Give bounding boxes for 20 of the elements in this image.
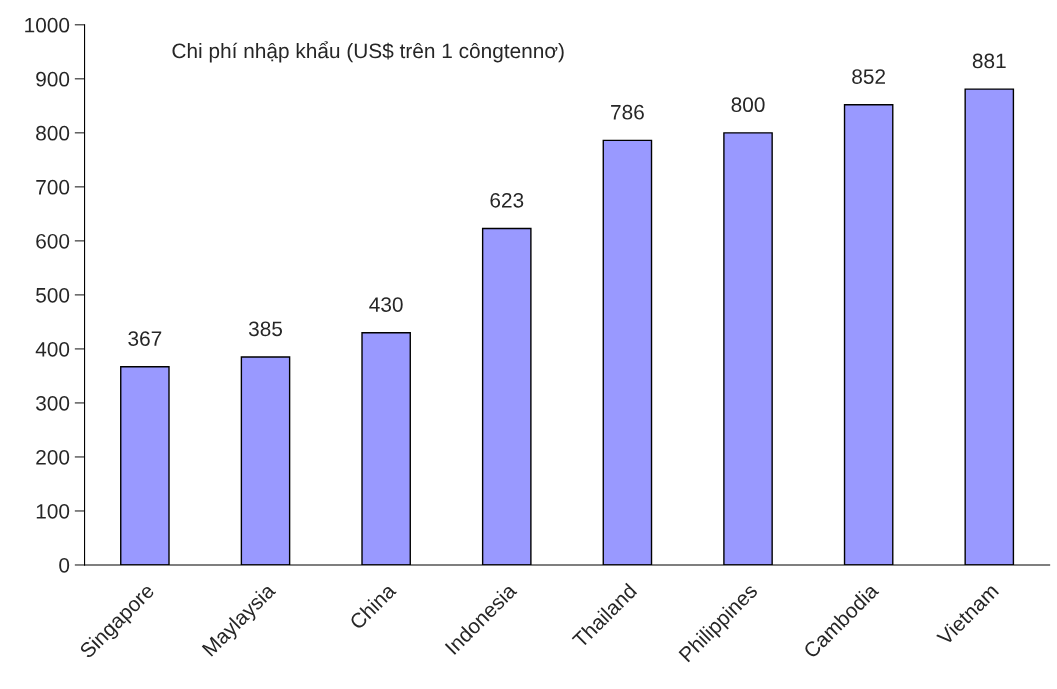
text: Chi phí nhập khẩu (US$ trên 1 côngtennơ): [172, 41, 564, 63]
data-label: 367: [128, 331, 162, 346]
y-tick-label: 800: [36, 125, 70, 141]
y-tick-label: 500: [36, 287, 70, 303]
y-tick-label: 300: [36, 395, 70, 411]
y-tick-label: 1000: [25, 17, 70, 33]
y-tick-label: 0: [59, 557, 70, 573]
data-label: 852: [852, 69, 885, 84]
y-tick-label: 700: [36, 179, 70, 195]
data-label: 430: [369, 297, 403, 312]
data-label: 881: [972, 53, 1006, 69]
y-tick-label: 200: [36, 449, 70, 465]
data-label: 385: [248, 321, 283, 337]
data-label: 786: [611, 104, 644, 120]
y-tick-label: 600: [36, 233, 70, 249]
y-tick-label: 100: [36, 503, 70, 519]
data-label: 623: [490, 192, 524, 208]
data-label: 800: [731, 97, 765, 113]
y-tick-label: 900: [36, 71, 70, 87]
y-tick-label: 400: [35, 341, 70, 357]
